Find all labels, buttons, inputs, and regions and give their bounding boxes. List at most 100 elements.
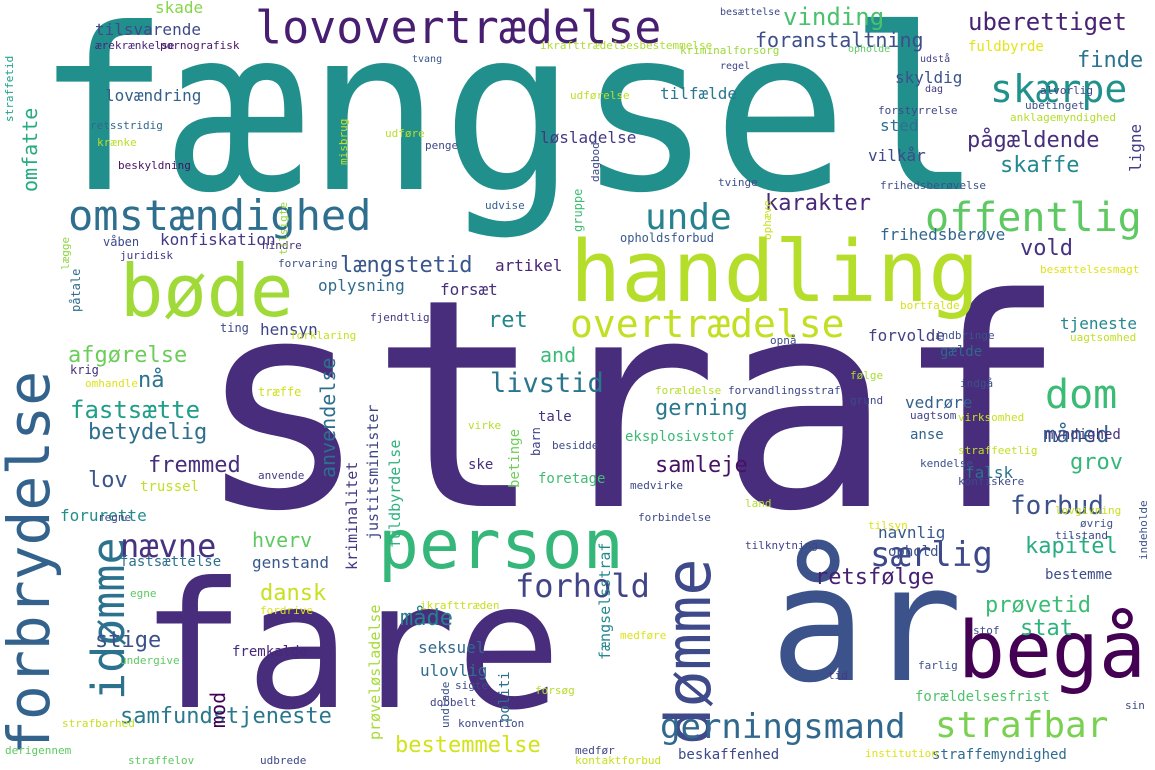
word: forklaring bbox=[290, 329, 357, 342]
word: tvinge bbox=[718, 176, 758, 189]
word: måned bbox=[1043, 423, 1110, 448]
word: fordrive bbox=[260, 604, 313, 617]
word: år bbox=[770, 531, 963, 718]
word: skærpe bbox=[990, 67, 1128, 111]
word: ubetinget bbox=[1025, 99, 1085, 112]
word: forstyrrelse bbox=[878, 104, 958, 117]
word: betinge bbox=[507, 428, 523, 488]
word: lovovertrædelse bbox=[255, 1, 662, 54]
word: uagtsom bbox=[910, 409, 957, 422]
word: karakter bbox=[765, 191, 871, 216]
word: barn bbox=[529, 427, 543, 456]
word: ulovlig bbox=[420, 661, 488, 680]
word: strafbar bbox=[935, 705, 1109, 746]
word: løsladelse bbox=[540, 128, 637, 147]
word: ikrafttrædelsesbestemmelse bbox=[540, 39, 713, 52]
word: nå bbox=[138, 368, 165, 393]
word: tilsigte bbox=[277, 202, 290, 255]
word: længstetid bbox=[340, 253, 473, 278]
word: uagtsomhed bbox=[1070, 331, 1137, 344]
word: grov bbox=[1070, 450, 1123, 475]
word: bestemmelse bbox=[395, 733, 541, 758]
word: skade bbox=[155, 0, 204, 17]
word: stof bbox=[973, 624, 1000, 637]
word: vedrøre bbox=[905, 393, 973, 412]
word: medføre bbox=[620, 629, 667, 642]
word: ligne bbox=[1126, 123, 1145, 172]
word: foretage bbox=[538, 471, 606, 487]
word: sigte bbox=[455, 679, 489, 692]
word: fuldbyrdelse bbox=[386, 439, 404, 548]
word: konfiskere bbox=[958, 475, 1025, 488]
word: afgørelse bbox=[68, 343, 188, 368]
word: påtale bbox=[69, 268, 83, 312]
word: tilstand bbox=[1055, 529, 1108, 542]
word: forhold bbox=[515, 567, 650, 605]
word: vinding bbox=[783, 3, 885, 31]
word: myndighed bbox=[1045, 427, 1121, 443]
word: juridisk bbox=[120, 249, 173, 262]
word: trussel bbox=[140, 479, 200, 495]
word: farlig bbox=[918, 659, 958, 672]
word: mod bbox=[206, 691, 230, 728]
word: konvention bbox=[458, 717, 525, 730]
word: land bbox=[745, 497, 772, 510]
word: stige bbox=[95, 628, 162, 653]
word: lov bbox=[88, 468, 128, 493]
word: omstændighed bbox=[68, 191, 372, 240]
word: lovændring bbox=[105, 86, 202, 105]
word: øvrig bbox=[1080, 517, 1114, 530]
word: offentlig bbox=[925, 195, 1142, 241]
word: person bbox=[378, 506, 624, 585]
word: penge bbox=[425, 139, 459, 152]
word: omfatte bbox=[18, 107, 42, 192]
word: virke bbox=[468, 419, 502, 432]
word: frihedsberøvelse bbox=[880, 179, 986, 192]
word: opnå bbox=[770, 334, 797, 347]
word: fremkalde bbox=[232, 644, 308, 660]
word: straffelov bbox=[128, 754, 195, 767]
word: fængselsstraf bbox=[596, 542, 614, 660]
word: tale bbox=[538, 409, 572, 425]
word: straffetid bbox=[3, 55, 16, 122]
word: fastsætte bbox=[70, 396, 201, 424]
word: forsøg bbox=[535, 684, 575, 697]
word: lægge bbox=[59, 236, 72, 270]
word: forvaring bbox=[278, 257, 338, 270]
word: samfundstjeneste bbox=[120, 704, 332, 729]
word: besidde bbox=[552, 439, 599, 452]
word: kriminalforsorg bbox=[680, 44, 780, 57]
word: omhandle bbox=[85, 377, 138, 390]
word: beskaffenhed bbox=[678, 747, 780, 763]
word: forældelse bbox=[655, 384, 722, 397]
word: tilknytning bbox=[745, 539, 818, 552]
word: besættelsesmagt bbox=[1040, 263, 1140, 276]
word: straf bbox=[195, 238, 1068, 575]
word: gælde bbox=[940, 344, 983, 360]
word: ophold bbox=[888, 544, 939, 560]
word: egne bbox=[130, 587, 157, 600]
word: nævne bbox=[120, 527, 217, 565]
word: træffe bbox=[258, 385, 302, 399]
word: pågældende bbox=[967, 128, 1100, 153]
word: finde bbox=[1077, 48, 1144, 73]
word: opholdsforbud bbox=[620, 231, 714, 245]
word: gerning bbox=[655, 396, 748, 421]
word: ret bbox=[488, 308, 528, 333]
word: seksuel bbox=[418, 638, 486, 657]
word: lovgivning bbox=[1055, 504, 1122, 517]
word: justitsminister bbox=[364, 404, 382, 540]
word: prøvetid bbox=[985, 593, 1091, 618]
word: forurette bbox=[60, 506, 147, 525]
word: forvandlingsstraf bbox=[728, 384, 841, 397]
word: unde bbox=[645, 197, 732, 238]
word: falsk bbox=[965, 463, 1014, 482]
word: bøde bbox=[120, 249, 294, 333]
word: hensyn bbox=[260, 320, 318, 339]
word: kontaktforbud bbox=[575, 754, 662, 767]
word: dobbelt bbox=[430, 696, 477, 709]
word: udstå bbox=[920, 54, 951, 65]
word: kapitel bbox=[1025, 534, 1118, 559]
word: vilkår bbox=[868, 146, 926, 165]
word: vold bbox=[1020, 236, 1073, 261]
